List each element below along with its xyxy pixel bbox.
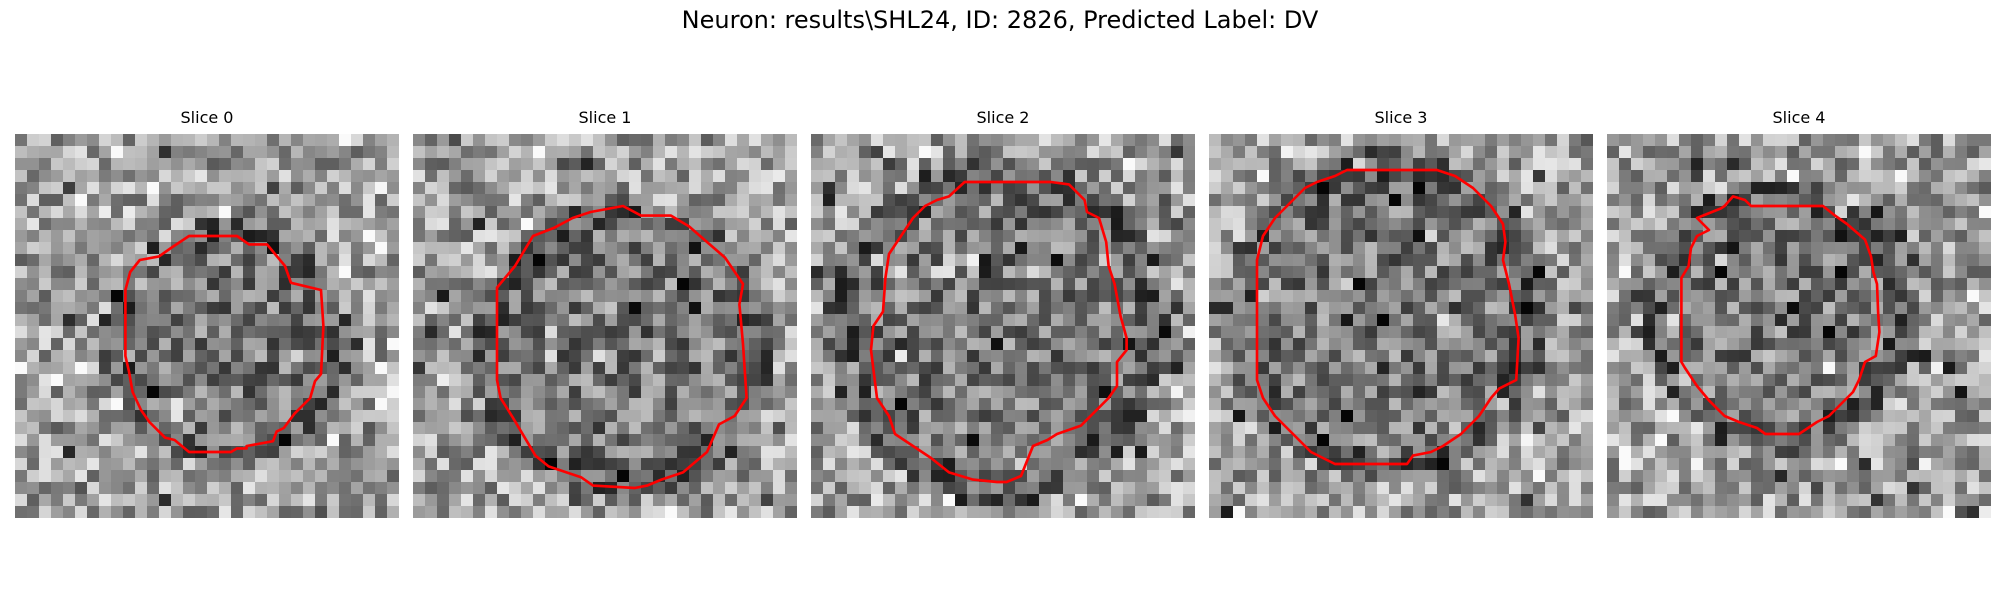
pixel-grid-1	[413, 134, 797, 518]
slice-panel-1: Slice 1	[413, 108, 797, 518]
cell-contour-1	[495, 204, 748, 490]
slice-panel-4: Slice 4	[1607, 108, 1991, 518]
slice-panel-0: Slice 0	[15, 108, 399, 518]
pixel-grid-3	[1209, 134, 1593, 518]
slice-panel-3: Slice 3	[1209, 108, 1593, 518]
cell-contour-0	[124, 234, 325, 454]
slice-title-0: Slice 0	[180, 108, 234, 127]
slice-title-1: Slice 1	[578, 108, 632, 127]
slice-image-3	[1209, 134, 1593, 518]
slice-image-0	[15, 134, 399, 518]
cell-contour-2	[869, 180, 1128, 484]
cell-contour-4	[1680, 195, 1881, 436]
slice-title-3: Slice 3	[1374, 108, 1428, 127]
slice-title-4: Slice 4	[1772, 108, 1826, 127]
slice-image-2	[811, 134, 1195, 518]
pixel-grid-0	[15, 134, 399, 518]
cell-contour-3	[1255, 168, 1520, 466]
slice-panel-2: Slice 2	[811, 108, 1195, 518]
slice-title-2: Slice 2	[976, 108, 1030, 127]
slice-image-1	[413, 134, 797, 518]
slice-image-4	[1607, 134, 1991, 518]
pixel-grid-2	[811, 134, 1195, 518]
pixel-grid-4	[1607, 134, 1991, 518]
figure-title: Neuron: results\SHL24, ID: 2826, Predict…	[681, 6, 1319, 34]
